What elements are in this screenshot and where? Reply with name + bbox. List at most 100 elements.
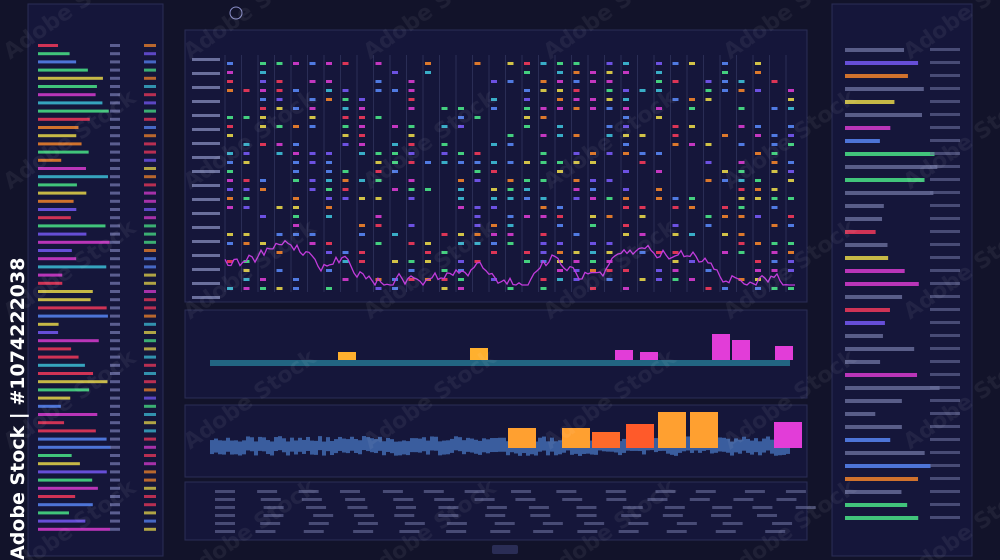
cell-label bbox=[392, 170, 398, 173]
table-cell bbox=[474, 498, 495, 501]
cell-label bbox=[573, 80, 580, 83]
cell-label bbox=[722, 251, 728, 254]
cell-label bbox=[474, 260, 481, 263]
list-value bbox=[144, 134, 156, 138]
depth-area bbox=[274, 437, 278, 452]
depth-area bbox=[462, 440, 466, 455]
cell-label bbox=[788, 107, 794, 110]
cell-label bbox=[672, 233, 679, 236]
list-item bbox=[38, 60, 77, 64]
list-item bbox=[38, 413, 98, 416]
table-cell bbox=[263, 506, 284, 509]
cell-label bbox=[623, 134, 629, 137]
list-value bbox=[144, 470, 156, 474]
cell-label bbox=[557, 107, 563, 110]
list-value bbox=[144, 388, 156, 392]
cell-label bbox=[590, 188, 596, 191]
volume-bar bbox=[775, 346, 793, 360]
list-item bbox=[38, 429, 96, 433]
cell-label bbox=[771, 287, 778, 290]
list-value bbox=[110, 470, 120, 474]
depth-area bbox=[534, 441, 538, 456]
cell-label bbox=[557, 80, 563, 83]
depth-area bbox=[370, 438, 374, 453]
list-item bbox=[38, 462, 80, 466]
cell-label bbox=[755, 269, 761, 272]
depth-area bbox=[234, 440, 238, 455]
cell-label bbox=[590, 224, 596, 227]
depth-area bbox=[398, 441, 402, 456]
cell-label bbox=[738, 188, 745, 191]
cell-label bbox=[606, 251, 613, 254]
cell-label bbox=[623, 116, 629, 119]
order-row bbox=[845, 464, 931, 468]
table-cell bbox=[655, 490, 676, 493]
order-value bbox=[930, 48, 960, 51]
depth-area bbox=[310, 440, 314, 455]
depth-area bbox=[674, 441, 678, 456]
cell-label bbox=[474, 206, 481, 209]
cell-label bbox=[540, 251, 547, 254]
cell-label bbox=[738, 233, 745, 236]
logo-icon[interactable] bbox=[229, 6, 243, 20]
table-cell bbox=[347, 506, 368, 509]
depth-area bbox=[458, 437, 462, 452]
volume-bar bbox=[712, 334, 730, 360]
list-value bbox=[110, 175, 120, 179]
list-item bbox=[38, 355, 79, 359]
order-row bbox=[845, 295, 903, 299]
table-cell bbox=[215, 530, 235, 533]
list-item bbox=[38, 298, 91, 302]
footer-button[interactable] bbox=[492, 545, 518, 554]
list-value bbox=[110, 437, 120, 441]
list-item bbox=[38, 216, 71, 220]
cell-label bbox=[293, 197, 299, 200]
order-value bbox=[930, 321, 960, 324]
list-value bbox=[110, 60, 120, 64]
cell-label bbox=[672, 278, 679, 281]
table-cell bbox=[712, 506, 733, 509]
cell-label bbox=[573, 152, 580, 155]
order-row bbox=[845, 399, 902, 403]
list-value bbox=[144, 273, 156, 277]
cell-label bbox=[441, 233, 448, 236]
depth-area bbox=[734, 438, 738, 453]
cell-label bbox=[474, 242, 481, 245]
cell-label bbox=[573, 233, 580, 236]
cell-label bbox=[788, 287, 794, 290]
order-row bbox=[845, 269, 905, 273]
cell-label bbox=[408, 242, 415, 245]
table-cell bbox=[618, 530, 639, 533]
cell-label bbox=[689, 260, 695, 263]
cell-label bbox=[375, 215, 382, 218]
order-row bbox=[845, 360, 881, 364]
order-row bbox=[845, 191, 934, 195]
cell-label bbox=[639, 215, 646, 218]
cell-label bbox=[623, 206, 629, 209]
cell-label bbox=[573, 197, 580, 200]
cell-label bbox=[722, 287, 728, 290]
order-value bbox=[930, 425, 960, 428]
order-row bbox=[845, 230, 876, 234]
cell-label bbox=[722, 62, 728, 65]
list-value bbox=[110, 380, 120, 384]
depth-area bbox=[386, 437, 390, 452]
depth-area bbox=[278, 436, 282, 451]
list-value bbox=[110, 421, 120, 425]
table-cell bbox=[528, 506, 549, 509]
cell-label bbox=[342, 89, 349, 92]
order-row bbox=[845, 477, 919, 481]
cell-label bbox=[540, 278, 547, 281]
order-value bbox=[930, 490, 960, 493]
order-row bbox=[845, 282, 919, 286]
cell-label bbox=[606, 89, 613, 92]
order-value bbox=[930, 451, 960, 454]
table-cell bbox=[353, 530, 374, 533]
cell-label bbox=[293, 62, 299, 65]
list-item bbox=[38, 183, 77, 187]
cell-label bbox=[540, 179, 547, 182]
cell-label bbox=[540, 107, 547, 110]
list-value bbox=[144, 413, 156, 416]
depth-area bbox=[478, 440, 482, 455]
cell-label bbox=[326, 98, 332, 101]
